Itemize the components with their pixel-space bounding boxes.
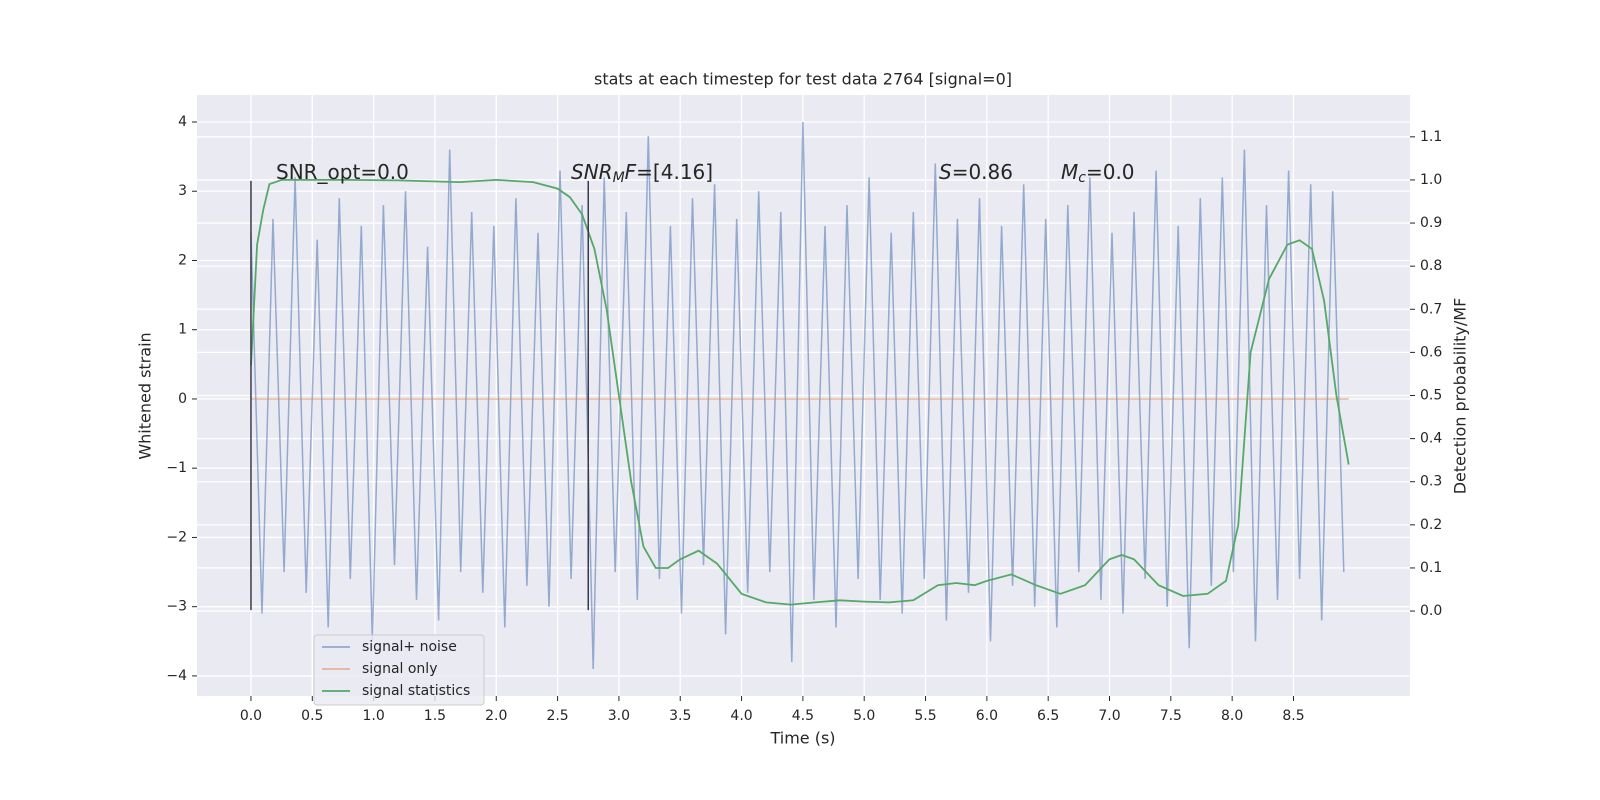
y-tick-label: 2: [178, 252, 187, 268]
x-tick-label: 2.0: [485, 708, 507, 724]
x-tick-label: 8.5: [1282, 708, 1304, 724]
y-tick-label: 3: [178, 183, 187, 199]
legend: signal+ noise signal only signal statistic…: [313, 634, 485, 706]
y-tick-label: −1: [166, 460, 187, 476]
y-tick-label: −4: [166, 668, 187, 684]
x-tick-label: 4.5: [792, 708, 814, 724]
x-tick-label: 6.5: [1037, 708, 1059, 724]
series-line: [250, 121, 1345, 670]
y2-axis-label: Detection probability/MF: [1451, 298, 1470, 495]
y2-tick-label: 1.0: [1420, 172, 1442, 188]
y2-tick-label: 0.4: [1420, 431, 1442, 447]
annotation-part: M: [1061, 160, 1078, 184]
x-tick-label: 2.5: [546, 708, 568, 724]
annotation-part: SNR_opt=0.0: [276, 160, 409, 184]
annotation-part: F: [625, 160, 637, 184]
y-tick-label: 4: [178, 114, 187, 130]
annotation-part: M: [613, 170, 625, 186]
legend-box: [313, 634, 485, 706]
y2-tick-label: 0.0: [1420, 603, 1442, 619]
x-tick-label: 5.5: [914, 708, 936, 724]
y-tick-label: −2: [166, 529, 187, 545]
x-tick-label: 3.5: [669, 708, 691, 724]
y2-tick-label: 0.5: [1420, 388, 1442, 404]
annotation-part: =0.0: [1086, 160, 1135, 184]
y2-tick-label: 1.1: [1420, 129, 1442, 145]
y-axis-label: Whitened strain: [136, 332, 155, 459]
y2-tick-label: 0.3: [1420, 474, 1442, 490]
grid: [197, 95, 1410, 696]
x-tick-label: 4.0: [730, 708, 752, 724]
annotation-part: SNR: [571, 160, 613, 184]
y-tick-label: 0: [178, 391, 187, 407]
annotation: Mc=0.0: [1061, 160, 1135, 187]
x-tick-label: 8.0: [1221, 708, 1243, 724]
y2-tick-label: 0.1: [1420, 560, 1442, 576]
annotation-part: =[4.16]: [636, 160, 713, 184]
x-axis-label: Time (s): [769, 729, 835, 748]
chart-title: stats at each timestep for test data 276…: [594, 70, 1012, 89]
y-tick-label: 1: [178, 322, 187, 338]
legend-label: signal statistics: [362, 683, 470, 699]
y2-tick-label: 0.2: [1420, 517, 1442, 533]
x-tick-label: 3.0: [608, 708, 630, 724]
y2-tick-label: 0.7: [1420, 301, 1442, 317]
y2-tick-label: 0.8: [1420, 258, 1442, 274]
x-tick-label: 0.0: [240, 708, 262, 724]
annotation: S=0.86: [939, 160, 1013, 184]
x-tick-label: 1.0: [362, 708, 384, 724]
annotation: SNRMF=[4.16]: [571, 160, 713, 187]
annotation-part: c: [1078, 170, 1086, 186]
x-tick-label: 7.0: [1098, 708, 1120, 724]
y2-tick-label: 0.6: [1420, 344, 1442, 360]
annotation-part: S: [939, 160, 952, 184]
y-tick-label: −3: [166, 599, 187, 615]
x-tick-label: 5.0: [853, 708, 875, 724]
x-tick-label: 7.5: [1160, 708, 1182, 724]
x-tick-label: 1.5: [424, 708, 446, 724]
series-line: [250, 178, 1350, 606]
x-tick-label: 0.5: [301, 708, 323, 724]
y2-tick-label: 0.9: [1420, 215, 1442, 231]
annotation: SNR_opt=0.0: [276, 160, 409, 184]
annotation-part: =0.86: [952, 160, 1013, 184]
x-tick-label: 6.0: [976, 708, 998, 724]
legend-label: signal only: [362, 661, 437, 677]
legend-label: signal+ noise: [362, 639, 457, 655]
